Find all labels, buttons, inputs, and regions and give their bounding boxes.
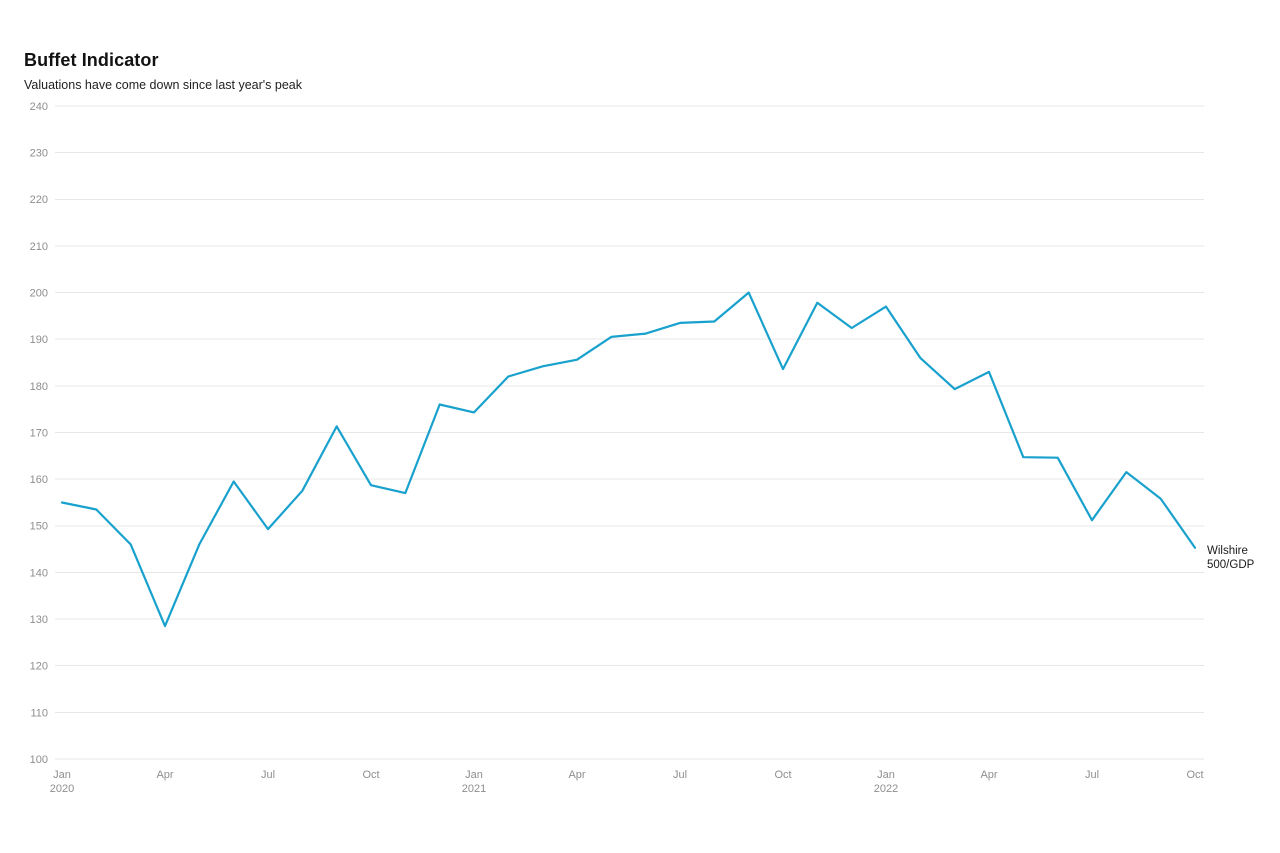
y-tick-label: 110	[30, 707, 48, 719]
y-tick-label: 170	[30, 427, 48, 439]
x-tick-label: Apr	[156, 769, 173, 781]
y-tick-label: 220	[30, 194, 48, 206]
x-tick-label: Apr	[980, 769, 997, 781]
x-tick-label: Jan	[53, 769, 71, 781]
x-tick-label: Oct	[362, 769, 379, 781]
y-tick-label: 100	[30, 754, 48, 766]
x-tick-label: Jul	[673, 769, 687, 781]
y-tick-label: 190	[30, 334, 48, 346]
y-tick-label: 160	[30, 474, 48, 486]
y-tick-label: 130	[30, 614, 48, 626]
x-tick-label: Jan	[465, 769, 483, 781]
y-tick-label: 140	[30, 567, 48, 579]
chart-title: Buffet Indicator	[24, 50, 159, 70]
x-tick-year-label: 2022	[874, 783, 898, 795]
x-tick-year-label: 2020	[50, 783, 74, 795]
x-tick-label: Apr	[568, 769, 585, 781]
y-tick-label: 200	[30, 287, 48, 299]
y-tick-label: 180	[30, 381, 48, 393]
x-tick-label: Jul	[261, 769, 275, 781]
series-label-line-1: Wilshire	[1207, 545, 1248, 557]
y-tick-label: 150	[30, 521, 48, 533]
x-tick-label: Jan	[877, 769, 895, 781]
y-tick-label: 240	[30, 101, 48, 113]
x-tick-label: Oct	[1186, 769, 1203, 781]
series-label-line-2: 500/GDP	[1207, 559, 1255, 571]
series-line-wilshire-500-gdp	[60, 291, 1197, 628]
chart-subtitle: Valuations have come down since last yea…	[24, 78, 303, 92]
x-tick-year-label: 2021	[462, 783, 486, 795]
x-tick-label: Oct	[774, 769, 791, 781]
y-tick-label: 230	[30, 147, 48, 159]
y-tick-label: 210	[30, 241, 48, 253]
x-tick-label: Jul	[1085, 769, 1099, 781]
y-tick-label: 120	[30, 661, 48, 673]
